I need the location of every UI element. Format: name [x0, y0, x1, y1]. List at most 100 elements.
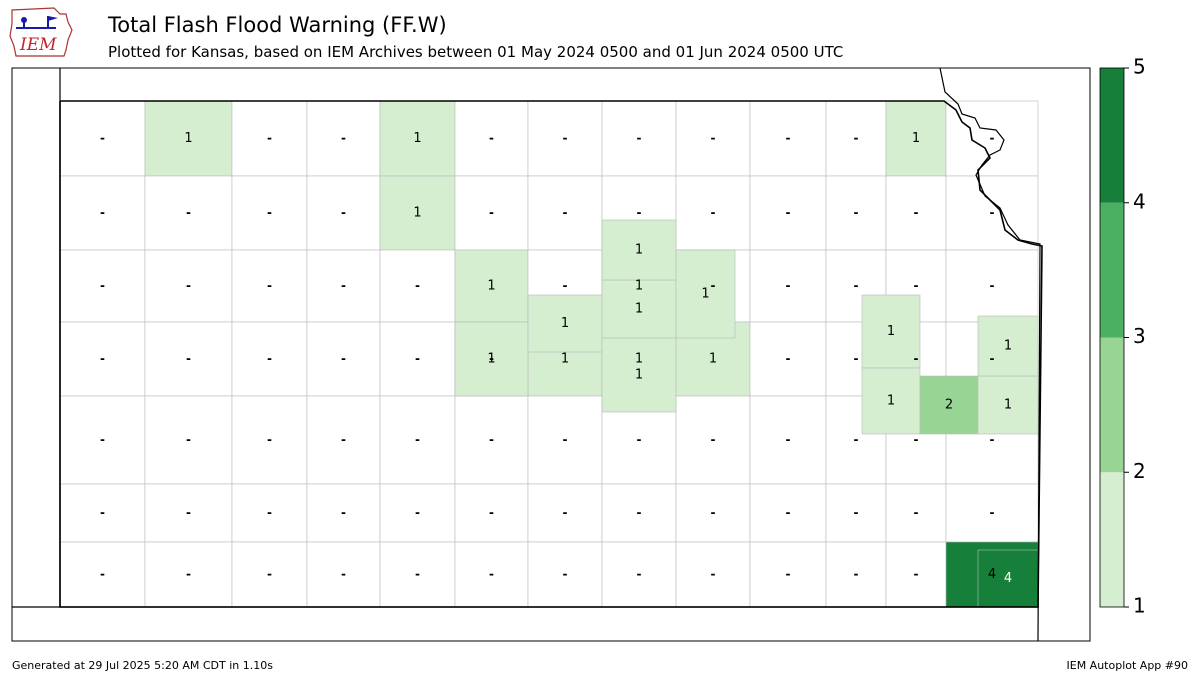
county-cell-highlight — [919, 375, 979, 435]
county-cell-highlight — [861, 367, 921, 435]
county-value-label: - — [267, 206, 272, 220]
county-value-label: - — [415, 433, 420, 447]
county-cell — [945, 483, 1039, 543]
county-value-label: - — [711, 433, 716, 447]
county-value-label: - — [990, 433, 995, 447]
county-cells — [59, 100, 1039, 608]
county-value-label: 4 — [1004, 571, 1012, 586]
county-value-label: 1 — [709, 352, 717, 367]
county-cell — [379, 321, 456, 397]
county-cell — [527, 483, 603, 543]
county-cell — [885, 100, 947, 177]
county-cell — [885, 483, 947, 543]
county-value-label: - — [341, 352, 346, 366]
county-value-label: - — [489, 206, 494, 220]
county-value-label: - — [990, 131, 995, 145]
county-value-label: - — [854, 206, 859, 220]
county-value-label: - — [637, 433, 642, 447]
county-value-label: - — [341, 279, 346, 293]
county-cell — [454, 249, 529, 323]
county-value-label: - — [854, 433, 859, 447]
county-cell-highlight — [977, 315, 1039, 377]
county-value-label: - — [563, 506, 568, 520]
county-cell-highlight — [601, 219, 677, 281]
county-cell — [231, 395, 308, 485]
county-value-label: 1 — [635, 243, 643, 258]
county-value-label: - — [341, 131, 346, 145]
county-cell — [59, 175, 146, 251]
county-value-label: - — [990, 279, 995, 293]
county-value-label: 1 — [561, 316, 569, 331]
county-value-label: - — [489, 352, 494, 366]
county-value-label: - — [854, 279, 859, 293]
county-cell — [675, 100, 751, 177]
county-cell — [144, 249, 233, 323]
county-cell — [945, 175, 1039, 251]
county-value-label: - — [637, 567, 642, 581]
logo-text: IEM — [19, 35, 57, 55]
county-cell — [749, 175, 827, 251]
county-value-label: 1 — [912, 131, 920, 146]
county-value-label: - — [415, 567, 420, 581]
colorbar-segment — [1100, 68, 1124, 203]
county-cell — [527, 395, 603, 485]
county-cell — [59, 483, 146, 543]
county-cell — [527, 100, 603, 177]
county-value-label: - — [914, 567, 919, 581]
map-subtitle: Plotted for Kansas, based on IEM Archive… — [108, 43, 844, 61]
county-value-label: 1 — [184, 131, 192, 146]
county-cell-highlight — [675, 249, 736, 339]
county-value-label: 1 — [1004, 398, 1012, 413]
county-value-label: - — [341, 206, 346, 220]
county-cell — [825, 483, 887, 543]
colorbar — [1099, 67, 1125, 608]
county-value-label: - — [489, 131, 494, 145]
county-cell — [825, 100, 887, 177]
county-cell — [306, 395, 381, 485]
county-value-label: - — [914, 206, 919, 220]
county-value-label: 1 — [635, 302, 643, 317]
county-cell-highlight — [861, 294, 921, 369]
generated-timestamp: Generated at 29 Jul 2025 5:20 AM CDT in … — [12, 659, 273, 672]
county-value-label: - — [990, 506, 995, 520]
county-value-label: 1 — [887, 324, 895, 339]
county-value-label: - — [267, 567, 272, 581]
county-value-label: - — [563, 131, 568, 145]
colorbar-ticks: 1 2 3 4 5 — [1124, 55, 1146, 618]
county-value-label: 2 — [945, 398, 953, 413]
county-value-label: - — [186, 567, 191, 581]
county-cell — [749, 483, 827, 543]
iem-logo: IEM — [9, 7, 73, 57]
county-cell — [379, 249, 456, 323]
county-cell — [675, 175, 751, 251]
county-value-label: - — [637, 506, 642, 520]
county-cell — [144, 321, 233, 397]
county-value-label: - — [854, 131, 859, 145]
county-cell — [306, 541, 381, 608]
county-cell — [749, 541, 827, 608]
county-cell — [885, 541, 947, 608]
county-value-label: - — [341, 567, 346, 581]
county-value-label: 1 — [561, 352, 569, 367]
county-cell — [749, 321, 827, 397]
county-value-label: - — [914, 433, 919, 447]
county-value-label: - — [100, 506, 105, 520]
county-value-label: - — [563, 567, 568, 581]
county-value-label: - — [563, 279, 568, 293]
county-cell — [749, 395, 827, 485]
county-value-label: - — [711, 206, 716, 220]
county-cell — [454, 100, 529, 177]
county-value-label: - — [267, 506, 272, 520]
county-value-label: 1 — [635, 368, 643, 383]
county-value-label: - — [100, 206, 105, 220]
county-cell — [306, 175, 381, 251]
county-value-label: - — [711, 506, 716, 520]
county-value-label: - — [563, 433, 568, 447]
colorbar-tick-label: 2 — [1133, 459, 1146, 483]
county-cell — [825, 541, 887, 608]
county-cell — [454, 541, 529, 608]
county-value-label: - — [341, 433, 346, 447]
county-value-label: 1 — [701, 287, 709, 302]
county-cell — [306, 249, 381, 323]
